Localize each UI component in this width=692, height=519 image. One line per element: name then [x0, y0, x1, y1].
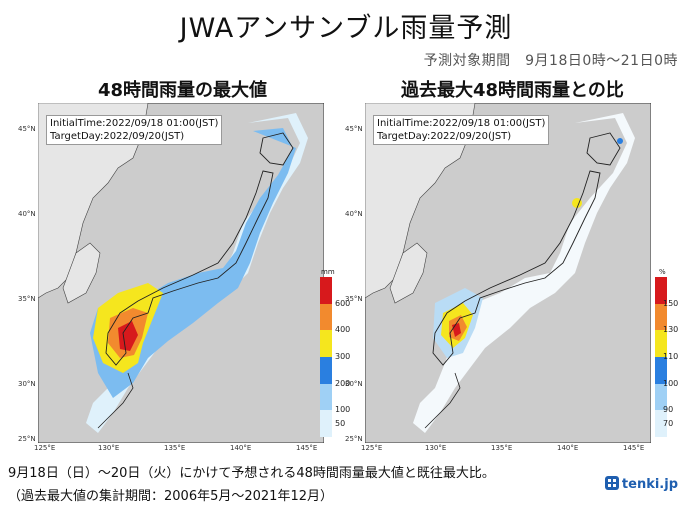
initial-time-label: InitialTime:2022/09/18 01:00(JST) TargetD…: [46, 115, 223, 145]
initial-time-label: InitialTime:2022/09/18 01:00(JST) TargetD…: [373, 115, 550, 145]
colorbar-label: 300: [335, 352, 351, 361]
lat-tick: 40°N: [18, 210, 36, 218]
colorbar-label: 200: [335, 378, 351, 388]
lat-tick: 30°N: [18, 380, 36, 388]
tenki-logo-text: tenki.jp: [621, 477, 678, 492]
lon-tick: 140°E: [230, 444, 252, 452]
lon-tick: 145°E: [623, 444, 645, 452]
lon-tick: 125°E: [361, 444, 383, 452]
korea-peninsula: [389, 242, 428, 304]
colorbar-label: 90: [663, 405, 674, 415]
lon-tick: 135°E: [164, 444, 186, 452]
korea-peninsula: [62, 242, 101, 304]
colorbar-segment: [320, 277, 332, 304]
colorbar-label: 600: [335, 298, 351, 308]
colorbar-segment: [655, 383, 667, 411]
caption-line-2: （過去最大値の集計期間：2006年5月～2021年12月）: [8, 489, 333, 504]
map-max-rain-svg: [37, 102, 325, 444]
tenki-logo-icon: [604, 476, 619, 490]
lon-tick: 130°E: [98, 444, 120, 452]
panel-title-ratio: 過去最大48時間雨量との比: [401, 80, 624, 101]
lat-tick: 30°N: [345, 380, 363, 388]
lat-tick: 35°N: [345, 295, 363, 303]
colorbar-segment: [320, 330, 332, 357]
lat-tick: 25°N: [345, 435, 363, 443]
colorbar-unit: %: [659, 268, 666, 276]
colorbar-segment: [320, 410, 332, 437]
lon-tick: 140°E: [557, 444, 579, 452]
lon-tick: 145°E: [296, 444, 318, 452]
ratio-area-low: [413, 113, 635, 433]
map-ratio: InitialTime:2022/09/18 01:00(JST) TargetD…: [345, 102, 652, 452]
colorbar-label: 100: [335, 405, 351, 415]
ratio-spot-hokkaido: [617, 138, 623, 144]
colorbar-segment: [320, 383, 332, 411]
japan-coastline: [105, 132, 294, 366]
ryukyu-islands: [97, 372, 134, 429]
lat-tick: 25°N: [18, 435, 36, 443]
colorbar-segment: [655, 303, 667, 331]
forecast-period: 予測対象期間 9月18日0時～21日0時: [423, 53, 678, 69]
colorbar-label: 110: [663, 352, 679, 361]
japan-coastline: [432, 132, 621, 366]
page-title: JWAアンサンブル雨量予測: [179, 13, 513, 44]
lon-tick: 130°E: [425, 444, 447, 452]
colorbar-ratio: [655, 277, 667, 437]
lon-tick: 135°E: [491, 444, 513, 452]
lat-tick: 40°N: [345, 210, 363, 218]
lat-tick: 45°N: [345, 125, 363, 133]
colorbar-label: 50: [335, 418, 346, 428]
lat-tick: 45°N: [18, 125, 36, 133]
colorbar-label: 150: [663, 298, 679, 308]
lon-tick: 125°E: [34, 444, 56, 452]
colorbar-segment: [320, 357, 332, 384]
lat-tick: 35°N: [18, 295, 36, 303]
tenki-logo[interactable]: tenki.jp: [604, 475, 678, 492]
colorbar-label: 100: [663, 378, 679, 388]
colorbar-max-rain: [320, 277, 332, 437]
map-ratio-svg: [364, 102, 652, 444]
map-max-rain: InitialTime:2022/09/18 01:00(JST) TargetD…: [18, 102, 325, 452]
colorbar-unit: mm: [321, 268, 335, 276]
colorbar-segment: [655, 410, 667, 437]
ratio-spot-tohoku: [572, 198, 582, 208]
colorbar-segment: [655, 330, 667, 357]
colorbar-segment: [655, 357, 667, 384]
colorbar-label: 70: [663, 418, 674, 428]
colorbar-segment: [320, 303, 332, 331]
colorbar-label: 400: [335, 325, 351, 335]
colorbar-segment: [655, 277, 667, 304]
caption-line-1: 9月18日（日）～20日（火）にかけて予想される48時間雨量最大値と既往最大比。: [8, 466, 495, 481]
panel-title-max-rain: 48時間雨量の最大値: [98, 80, 268, 101]
ryukyu-islands: [424, 372, 461, 429]
colorbar-label: 130: [663, 325, 679, 335]
rain-area-600: [118, 321, 138, 351]
